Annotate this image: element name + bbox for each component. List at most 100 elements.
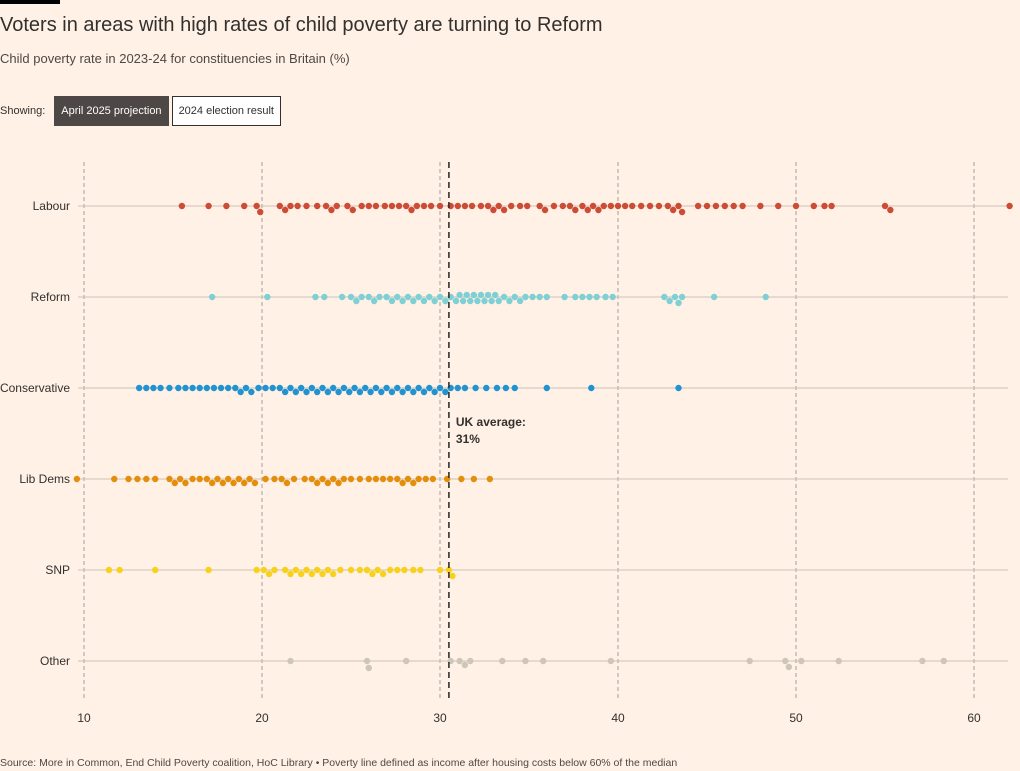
dot-snp-1 [116,566,123,574]
dot-reform-54 [671,293,679,301]
dot-reform-1 [264,293,271,301]
dot-snp-13 [308,570,316,578]
dot-conservative-17 [255,384,262,392]
dot-other-12 [746,657,753,665]
dot-conservative-19 [269,384,276,392]
dot-snp-29 [417,566,424,574]
dot-lib-dems-3 [134,475,141,483]
dot-conservative-5 [175,384,182,392]
dot-reform-53 [666,297,673,305]
dot-reform-49 [593,293,600,301]
dot-snp-25 [386,566,394,574]
dot-lib-dems-44 [410,479,417,487]
row-label-3: Lib Dems [19,472,70,486]
dot-snp-18 [337,566,344,574]
dot-labour-61 [675,202,682,210]
dot-labour-55 [629,202,636,210]
dot-conservative-0 [135,384,143,392]
dot-conservative-16 [248,388,255,396]
dot-labour-0 [178,202,186,210]
dot-reform-37 [500,293,508,301]
dot-snp-21 [363,566,371,574]
dot-conservative-6 [182,384,189,392]
dot-lib-dems-2 [125,475,132,483]
x-tick-label-30: 30 [433,711,447,725]
dot-snp-7 [271,566,278,574]
dot-conservative-4 [166,384,173,392]
dot-other-13 [782,657,789,665]
dot-reform-12 [388,297,396,305]
dot-other-15 [798,657,805,665]
dot-conservative-7 [189,384,196,392]
dot-labour-58 [655,202,663,210]
dot-reform-35 [491,291,499,299]
dot-lib-dems-31 [324,479,332,487]
dot-conservative-60 [543,384,550,392]
dot-reform-58 [762,293,769,301]
dot-reform-41 [522,293,529,301]
toggle-2024-election-result[interactable]: 2024 election result [171,96,281,126]
dot-reform-3 [321,293,328,301]
dot-reform-33 [484,291,492,299]
dot-lib-dems-47 [429,475,437,483]
dot-labour-44 [559,202,567,210]
dot-reform-29 [470,291,478,299]
dot-reform-8 [365,293,372,301]
dot-labour-2 [223,202,230,210]
dot-lib-dems-11 [196,475,203,483]
dot-snp-12 [303,566,310,574]
dot-lib-dems-38 [372,475,380,483]
row-label-0: Labour [33,199,70,213]
dot-lib-dems-19 [241,479,248,487]
dot-conservative-10 [210,384,218,392]
dot-labour-3 [241,202,248,210]
dot-labour-52 [607,202,615,210]
dot-conservative-14 [237,388,244,396]
dot-conservative-43 [399,388,406,396]
dot-conservative-38 [372,384,380,392]
dot-reform-4 [338,293,346,301]
dot-other-18 [940,657,947,665]
dot-reform-14 [399,297,406,305]
dot-conservative-13 [232,384,239,392]
dot-snp-27 [401,566,408,574]
dot-labour-4 [253,202,260,210]
dot-labour-11 [313,202,321,210]
dot-reform-19 [426,293,433,301]
dot-conservative-45 [410,388,417,396]
x-tick-label-10: 10 [77,711,91,725]
dot-reform-48 [586,293,593,301]
dot-snp-20 [356,566,364,574]
dot-conservative-54 [461,384,469,392]
dot-labour-47 [579,202,586,210]
dot-lib-dems-8 [176,475,184,483]
dot-lib-dems-40 [386,475,394,483]
dot-lib-dems-28 [308,475,316,483]
brand-bar [0,0,60,4]
dot-lib-dems-37 [365,475,372,483]
dot-snp-17 [330,570,337,578]
dot-labour-32 [468,202,476,210]
dot-conservative-31 [335,388,342,396]
dot-labour-27 [427,202,435,210]
dot-labour-36 [495,202,502,210]
dot-lib-dems-27 [301,475,308,483]
dot-labour-40 [524,202,531,210]
toggle-april-2025-projection[interactable]: April 2025 projection [54,96,169,126]
dot-conservative-50 [436,384,444,392]
dot-lib-dems-7 [171,479,178,487]
dot-reform-47 [579,293,586,301]
dot-conservative-37 [367,388,374,396]
dot-reform-25 [456,291,463,299]
dot-labour-26 [420,202,428,210]
dot-other-5 [456,657,463,665]
dot-reform-15 [404,293,412,301]
dot-labour-13 [328,206,335,214]
x-tick-label-20: 20 [255,711,269,725]
dot-conservative-59 [511,384,518,392]
beeswarm-chart: 10 20 30 40 50 60 Labour Reform Conservative Lib … [0,162,1013,725]
dot-snp-16 [324,566,332,574]
dot-other-0 [287,657,294,665]
dot-reform-18 [420,297,428,305]
dot-reform-5 [347,293,355,301]
